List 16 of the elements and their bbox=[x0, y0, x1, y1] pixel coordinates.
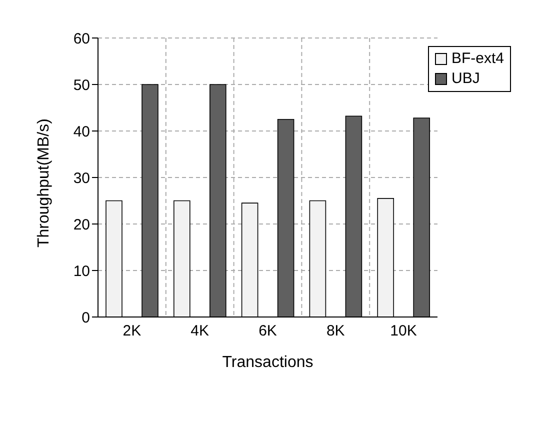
y-tick-label: 60 bbox=[73, 30, 90, 48]
y-tick-label: 20 bbox=[73, 216, 90, 234]
y-tick-label: 50 bbox=[73, 76, 90, 94]
x-tick-label: 2K bbox=[122, 322, 142, 340]
y-axis-title: Throughput(MB/s) bbox=[36, 118, 53, 248]
y-tick-label: 0 bbox=[82, 309, 90, 326]
x-tick-label: 6K bbox=[258, 322, 277, 340]
y-tick-label: 30 bbox=[73, 170, 90, 187]
legend-label: BF-ext4 bbox=[451, 49, 504, 69]
x-tick-label: 4K bbox=[190, 322, 210, 340]
y-tick-label: 10 bbox=[73, 262, 90, 280]
y-tick-label: 40 bbox=[73, 123, 90, 140]
x-axis-title: Transactions bbox=[222, 354, 314, 371]
x-tick-label: 10K bbox=[390, 322, 417, 340]
x-tick-label: 8K bbox=[326, 322, 345, 340]
legend-label: UBJ bbox=[451, 69, 480, 89]
